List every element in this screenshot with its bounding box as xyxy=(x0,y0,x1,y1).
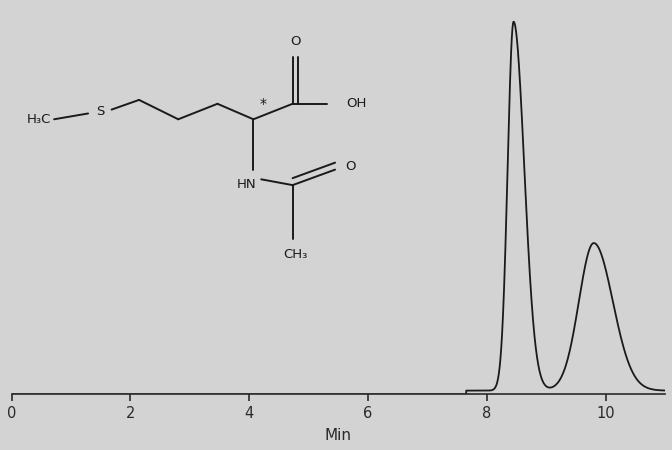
Text: O: O xyxy=(345,160,355,173)
Text: O: O xyxy=(290,35,300,48)
Text: S: S xyxy=(95,105,104,118)
Text: H₃C: H₃C xyxy=(26,113,51,126)
Text: OH: OH xyxy=(346,97,366,110)
Text: CH₃: CH₃ xyxy=(284,248,308,261)
Text: *: * xyxy=(259,97,267,111)
X-axis label: Min: Min xyxy=(325,428,352,443)
Text: HN: HN xyxy=(237,178,257,191)
